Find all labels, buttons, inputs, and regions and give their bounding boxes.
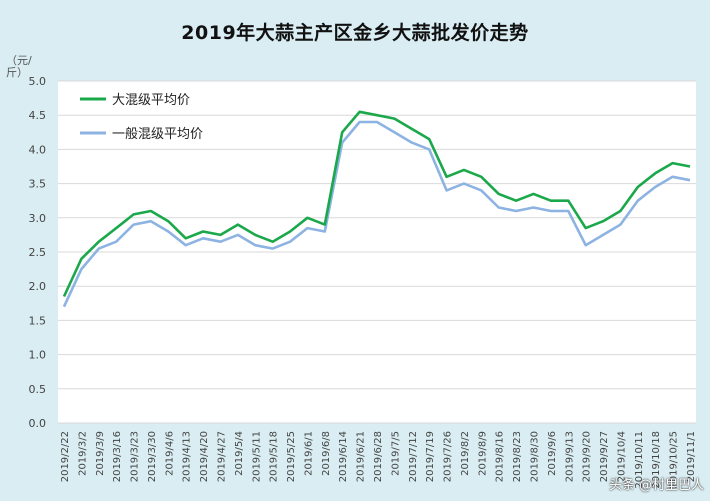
x-tick-label: 2019/11/1	[686, 431, 697, 482]
x-tick-label: 2019/9/27	[599, 431, 610, 482]
x-tick-label: 2019/4/27	[217, 431, 228, 482]
x-tick-label: 2019/9/13	[564, 431, 575, 482]
x-tick-label: 2019/6/1	[303, 431, 314, 476]
x-tick-label: 2019/4/6	[164, 431, 175, 476]
y-tick-label: 0.0	[29, 417, 47, 430]
x-tick-label: 2019/2/22	[60, 431, 71, 482]
x-tick-label: 2019/8/23	[512, 431, 523, 482]
x-tick-label: 2019/8/9	[477, 431, 488, 476]
x-tick-label: 2019/3/9	[95, 431, 106, 476]
legend-label: 大混级平均价	[112, 93, 190, 108]
y-tick-label: 2.5	[29, 246, 47, 259]
x-tick-label: 2019/7/12	[408, 431, 419, 482]
x-tick-label: 2019/3/16	[112, 431, 123, 482]
x-tick-label: 2019/3/2	[77, 431, 88, 476]
x-tick-label: 2019/10/18	[651, 431, 662, 489]
x-tick-label: 2019/10/11	[634, 431, 645, 489]
legend-label: 一般混级平均价	[112, 126, 203, 142]
x-tick-label: 2019/4/20	[199, 431, 210, 482]
y-tick-label: 4.0	[29, 143, 47, 156]
x-tick-label: 2019/9/6	[547, 431, 558, 476]
x-tick-label: 2019/6/28	[373, 431, 384, 482]
y-tick-label: 4.5	[29, 109, 47, 122]
x-tick-label: 2019/10/25	[669, 431, 680, 489]
chart-title: 2019年大蒜主产区金乡大蒜批发价走势	[181, 22, 529, 44]
x-tick-label: 2019/8/30	[530, 431, 541, 482]
series-line	[62, 120, 691, 308]
x-tick-label: 2019/5/11	[251, 431, 262, 482]
x-tick-label: 2019/8/2	[460, 431, 471, 476]
x-tick-label: 2019/5/18	[269, 431, 280, 482]
x-tick-label: 2019/10/4	[616, 431, 627, 482]
x-tick-label: 2019/3/30	[147, 431, 158, 482]
x-tick-label: 2019/6/14	[338, 431, 349, 482]
x-tick-label: 2019/5/4	[234, 431, 245, 476]
watermark: 头条 @村里巴人	[608, 478, 704, 493]
x-tick-label: 2019/3/23	[130, 431, 141, 482]
x-tick-label: 2019/7/5	[390, 431, 401, 476]
x-tick-label: 2019/5/25	[286, 431, 297, 482]
y-tick-label: 5.0	[29, 75, 47, 88]
x-tick-label: 2019/4/13	[182, 431, 193, 482]
x-tick-label: 2019/8/16	[495, 431, 506, 482]
y-tick-label: 3.5	[29, 178, 47, 191]
x-tick-label: 2019/9/20	[582, 431, 593, 482]
y-tick-label: 2.0	[29, 280, 47, 293]
x-tick-label: 2019/7/19	[425, 431, 436, 482]
series-line	[62, 110, 691, 298]
y-tick-label: 3.0	[29, 212, 47, 225]
x-tick-label: 2019/6/8	[321, 431, 332, 476]
y-tick-label: 0.5	[29, 383, 47, 396]
x-tick-label: 2019/6/21	[356, 431, 367, 482]
y-tick-label: 1.0	[29, 349, 47, 362]
y-tick-label: 1.5	[29, 314, 47, 327]
x-tick-label: 2019/7/26	[443, 431, 454, 482]
